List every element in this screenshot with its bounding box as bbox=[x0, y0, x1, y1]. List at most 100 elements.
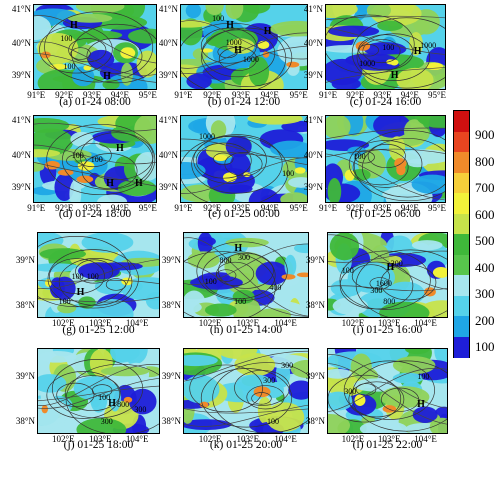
panel-caption: (e) 01-25 00:00 bbox=[208, 208, 280, 220]
lat-tick-label: 38°N bbox=[305, 416, 325, 427]
map-i: H 300 1600 800 300 100 bbox=[327, 232, 448, 318]
colorbar-segment bbox=[454, 213, 469, 235]
contour-label: 300 bbox=[344, 386, 357, 396]
contour-label: 300 bbox=[263, 375, 276, 385]
colorbar-segment bbox=[454, 152, 469, 173]
lat-tick-label: 40°N bbox=[158, 37, 178, 48]
contour-label: H bbox=[413, 45, 422, 57]
map-j: H 800 300 100 300 bbox=[37, 348, 160, 434]
contour-label: 100 bbox=[71, 150, 84, 160]
contour-label: 300 bbox=[370, 286, 383, 296]
contour-label: 100 bbox=[267, 416, 279, 426]
contour-label: H bbox=[234, 242, 243, 254]
contour-label: 300 bbox=[237, 252, 250, 262]
contour-label: 300 bbox=[134, 405, 147, 415]
lon-tick-label: 102°E bbox=[198, 318, 222, 328]
map-l: 100 300 H bbox=[327, 348, 448, 434]
lon-tick-label: 94°E bbox=[260, 203, 279, 213]
lat-tick-label: 38°N bbox=[15, 300, 35, 311]
lon-tick-label: 94°E bbox=[110, 90, 129, 100]
contour-label: 1000 bbox=[199, 131, 216, 141]
colorbar-segment bbox=[454, 234, 469, 255]
contour-label: 100 bbox=[58, 297, 71, 307]
contour-label: 100 bbox=[204, 277, 217, 287]
map-a: H H 100 100 bbox=[33, 4, 157, 90]
lon-tick-label: 95°E bbox=[138, 203, 157, 213]
contour-label: 400 bbox=[269, 283, 282, 293]
panel-caption: (c) 01-24 16:00 bbox=[349, 96, 422, 108]
lon-tick-label: 93°E bbox=[83, 90, 102, 100]
contour-label: 100 bbox=[212, 14, 225, 24]
lon-tick-label: 93°E bbox=[373, 90, 392, 100]
contour-label: 1000 bbox=[420, 40, 437, 50]
lon-tick-label: 93°E bbox=[232, 90, 251, 100]
panel-caption: (k) 01-25 20:00 bbox=[209, 439, 283, 451]
colorbar-segment bbox=[454, 131, 469, 153]
contour-label: 100 bbox=[417, 372, 430, 382]
lat-tick-label: 39°N bbox=[11, 69, 31, 80]
contour-label: 800 bbox=[117, 399, 130, 409]
lon-tick-label: 92°E bbox=[346, 90, 365, 100]
lon-tick-label: 103°E bbox=[88, 318, 112, 328]
lat-tick-label: 41°N bbox=[158, 115, 178, 126]
lat-tick-label: 39°N bbox=[11, 182, 31, 193]
contour-label: H bbox=[386, 262, 395, 274]
panel-caption: (d) 01-24 18:00 bbox=[58, 208, 132, 220]
contour-label: H bbox=[134, 177, 143, 189]
colorbar-tick-label: 500 bbox=[475, 233, 495, 248]
contour-label: H bbox=[390, 70, 399, 82]
lon-tick-label: 102°E bbox=[198, 434, 222, 444]
lat-tick-label: 39°N bbox=[305, 370, 325, 381]
lon-tick-label: 102°E bbox=[341, 318, 365, 328]
lon-tick-label: 91°E bbox=[27, 203, 46, 213]
lat-tick-label: 39°N bbox=[303, 182, 323, 193]
lon-tick-label: 95°E bbox=[289, 203, 308, 213]
contour-label: H bbox=[226, 20, 234, 32]
lat-tick-label: 41°N bbox=[11, 115, 31, 126]
lon-tick-label: 95°E bbox=[289, 90, 308, 100]
contour-label: 100 bbox=[234, 297, 247, 307]
contour-label: 100 bbox=[86, 272, 99, 282]
lat-tick-label: 38°N bbox=[161, 300, 181, 311]
contour-label: 300 bbox=[100, 417, 113, 427]
contour-label: 100 bbox=[98, 393, 111, 403]
lat-tick-label: 39°N bbox=[303, 69, 323, 80]
map-k: 100 300 300 bbox=[183, 348, 309, 434]
lon-tick-label: 91°E bbox=[319, 203, 338, 213]
lat-tick-label: 39°N bbox=[15, 254, 35, 265]
lat-tick-label: 39°N bbox=[158, 182, 178, 193]
contour-label: 100 bbox=[90, 155, 103, 165]
colorbar-tick-label: 800 bbox=[475, 153, 495, 169]
contour-label: H bbox=[76, 287, 85, 299]
contour-label: 1600 bbox=[375, 278, 392, 288]
colorbar-tick-label: 400 bbox=[475, 259, 495, 275]
lat-tick-label: 41°N bbox=[11, 4, 31, 15]
lat-tick-label: 39°N bbox=[161, 254, 181, 265]
lon-tick-label: 91°E bbox=[319, 90, 338, 100]
lat-tick-label: 41°N bbox=[303, 4, 323, 15]
lat-tick-label: 39°N bbox=[161, 370, 181, 381]
map-c: H H 100 1000 1000 bbox=[325, 4, 446, 90]
colorbar-segment bbox=[454, 275, 469, 296]
lon-tick-label: 92°E bbox=[55, 203, 74, 213]
lon-tick-label: 95°E bbox=[138, 90, 157, 100]
contour-label: H bbox=[108, 397, 116, 409]
lat-tick-label: 40°N bbox=[11, 37, 31, 48]
lon-tick-label: 103°E bbox=[377, 318, 401, 328]
lat-tick-label: 40°N bbox=[303, 149, 323, 160]
lon-tick-label: 95°E bbox=[427, 90, 447, 100]
contour-label: 1000 bbox=[225, 37, 242, 47]
colorbar-segment bbox=[454, 254, 469, 276]
contour-label: 100 bbox=[60, 33, 73, 43]
lon-tick-label: 92°E bbox=[346, 203, 365, 213]
lon-tick-label: 104°E bbox=[414, 434, 437, 444]
colorbar-tick-label: 200 bbox=[475, 312, 495, 328]
colorbar-tick-label: 300 bbox=[475, 286, 495, 301]
panel-caption: (h) 01-25 14:00 bbox=[209, 324, 283, 336]
contour-label: 100 bbox=[63, 61, 76, 71]
lon-tick-label: 91°E bbox=[27, 90, 46, 100]
contour-label: 1000 bbox=[242, 55, 259, 65]
lat-tick-label: 38°N bbox=[305, 300, 325, 311]
lat-tick-label: 40°N bbox=[11, 149, 31, 160]
lat-tick-label: 38°N bbox=[15, 416, 35, 427]
